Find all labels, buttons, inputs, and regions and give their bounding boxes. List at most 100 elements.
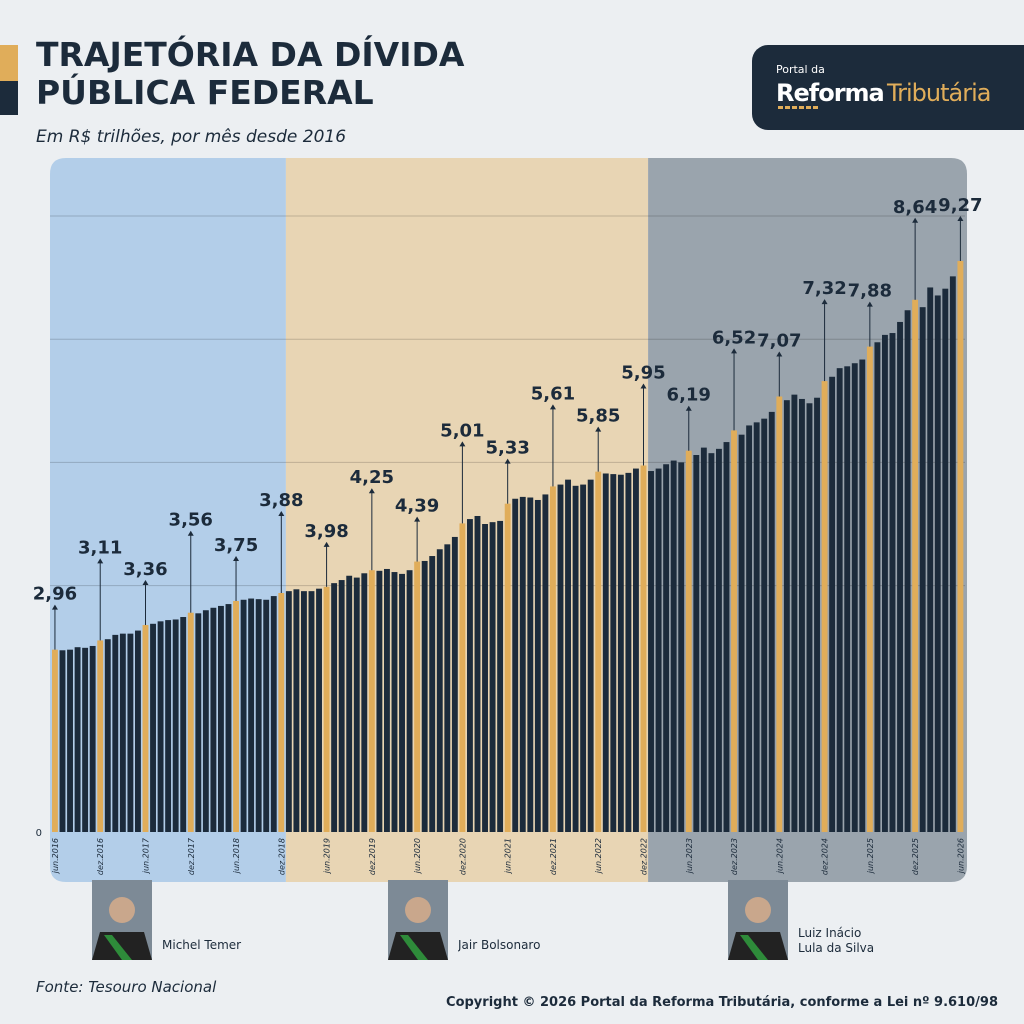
bar <box>142 625 149 832</box>
leader-arrow <box>595 426 602 432</box>
bar <box>708 453 715 832</box>
bar <box>361 573 368 832</box>
logo-dot <box>813 106 818 109</box>
bar <box>104 639 111 832</box>
bar <box>927 287 934 832</box>
bar <box>693 455 700 832</box>
value-label: 8,64 <box>893 197 937 218</box>
bar <box>338 580 345 832</box>
bar <box>233 601 239 832</box>
x-tick-label: jun.2022 <box>594 838 603 874</box>
bar <box>293 589 300 832</box>
bar <box>572 485 579 832</box>
accent <box>0 45 18 81</box>
bar <box>97 640 104 832</box>
x-tick-label: jun.2024 <box>775 838 784 874</box>
x-tick-label: dez.2023 <box>730 838 739 875</box>
title: TRAJETÓRIA DA DÍVIDA <box>36 34 465 74</box>
period-name: Jair Bolsonaro <box>458 938 541 952</box>
bar <box>218 605 224 832</box>
bar <box>119 633 126 832</box>
bar <box>346 575 353 832</box>
bar <box>776 396 783 832</box>
bar <box>897 321 903 832</box>
period-name-box: Michel Temer <box>162 938 242 952</box>
bar <box>202 610 209 832</box>
bar <box>829 376 836 832</box>
bar <box>165 620 172 832</box>
bar <box>919 307 926 833</box>
bar <box>263 599 270 832</box>
bar <box>542 494 549 832</box>
bar <box>783 400 790 832</box>
bar <box>844 366 851 832</box>
leader-arrow <box>549 404 556 410</box>
logo-dot <box>799 106 804 109</box>
bar <box>278 592 285 832</box>
bar <box>814 397 820 832</box>
logo-light: Tributária <box>886 79 990 107</box>
bar <box>836 368 843 832</box>
bar <box>82 647 89 832</box>
x-tick-label: jun.2025 <box>866 838 875 874</box>
bar <box>414 561 421 832</box>
bar <box>225 604 232 832</box>
leader-arrow <box>504 458 511 464</box>
value-label: 6,52 <box>712 327 756 348</box>
bar <box>716 448 722 832</box>
bar <box>761 418 768 832</box>
bar <box>655 468 662 832</box>
leader-arrow <box>51 604 58 610</box>
bar <box>587 479 594 832</box>
x-tick-label: dez.2020 <box>458 838 467 875</box>
y-tick-label: 0 <box>36 828 42 839</box>
logo-dot <box>785 106 790 109</box>
bar <box>248 598 255 832</box>
bar <box>89 645 96 832</box>
period-name-box: Jair Bolsonaro <box>458 938 541 952</box>
bar <box>519 496 526 832</box>
bar <box>580 484 587 832</box>
logo-bold: Reforma <box>776 79 884 107</box>
bar <box>497 520 504 832</box>
bar <box>685 450 692 832</box>
bar <box>595 471 602 832</box>
period-name: Michel Temer <box>162 938 242 952</box>
x-tick-label: dez.2022 <box>639 838 648 875</box>
bar <box>859 359 866 832</box>
bar <box>700 447 707 832</box>
logo-box <box>752 45 1024 130</box>
bar <box>602 473 609 832</box>
x-tick-label: jun.2016 <box>51 838 60 874</box>
bar <box>957 260 964 832</box>
portrait-face <box>405 897 431 923</box>
bar <box>851 363 858 832</box>
bar <box>731 430 737 832</box>
leader-arrow <box>233 556 240 561</box>
accent <box>0 81 18 115</box>
leader-arrow <box>912 217 919 223</box>
bar <box>768 411 775 832</box>
bar <box>504 503 511 832</box>
period-name: Luiz Inácio Lula da Silva <box>798 926 875 955</box>
bar <box>874 342 881 832</box>
x-tick-label: jun.2019 <box>323 838 332 874</box>
bar <box>949 276 956 832</box>
bar <box>806 403 813 832</box>
value-label: 5,61 <box>531 383 575 404</box>
value-label: 7,07 <box>757 330 801 351</box>
bar <box>882 334 888 832</box>
bar <box>270 596 277 832</box>
subtitle: Em R$ trilhões, por mês desde 2016 <box>36 127 346 147</box>
bar <box>172 619 179 832</box>
value-label: 3,88 <box>259 490 303 511</box>
bar <box>678 462 685 832</box>
bar <box>489 522 496 832</box>
bar <box>550 486 556 832</box>
x-tick-label: jun.2023 <box>685 838 694 874</box>
bar <box>353 577 360 832</box>
x-tick-label: dez.2021 <box>549 838 558 875</box>
bar <box>753 422 760 832</box>
portrait-face <box>109 897 135 923</box>
bar <box>738 434 745 832</box>
